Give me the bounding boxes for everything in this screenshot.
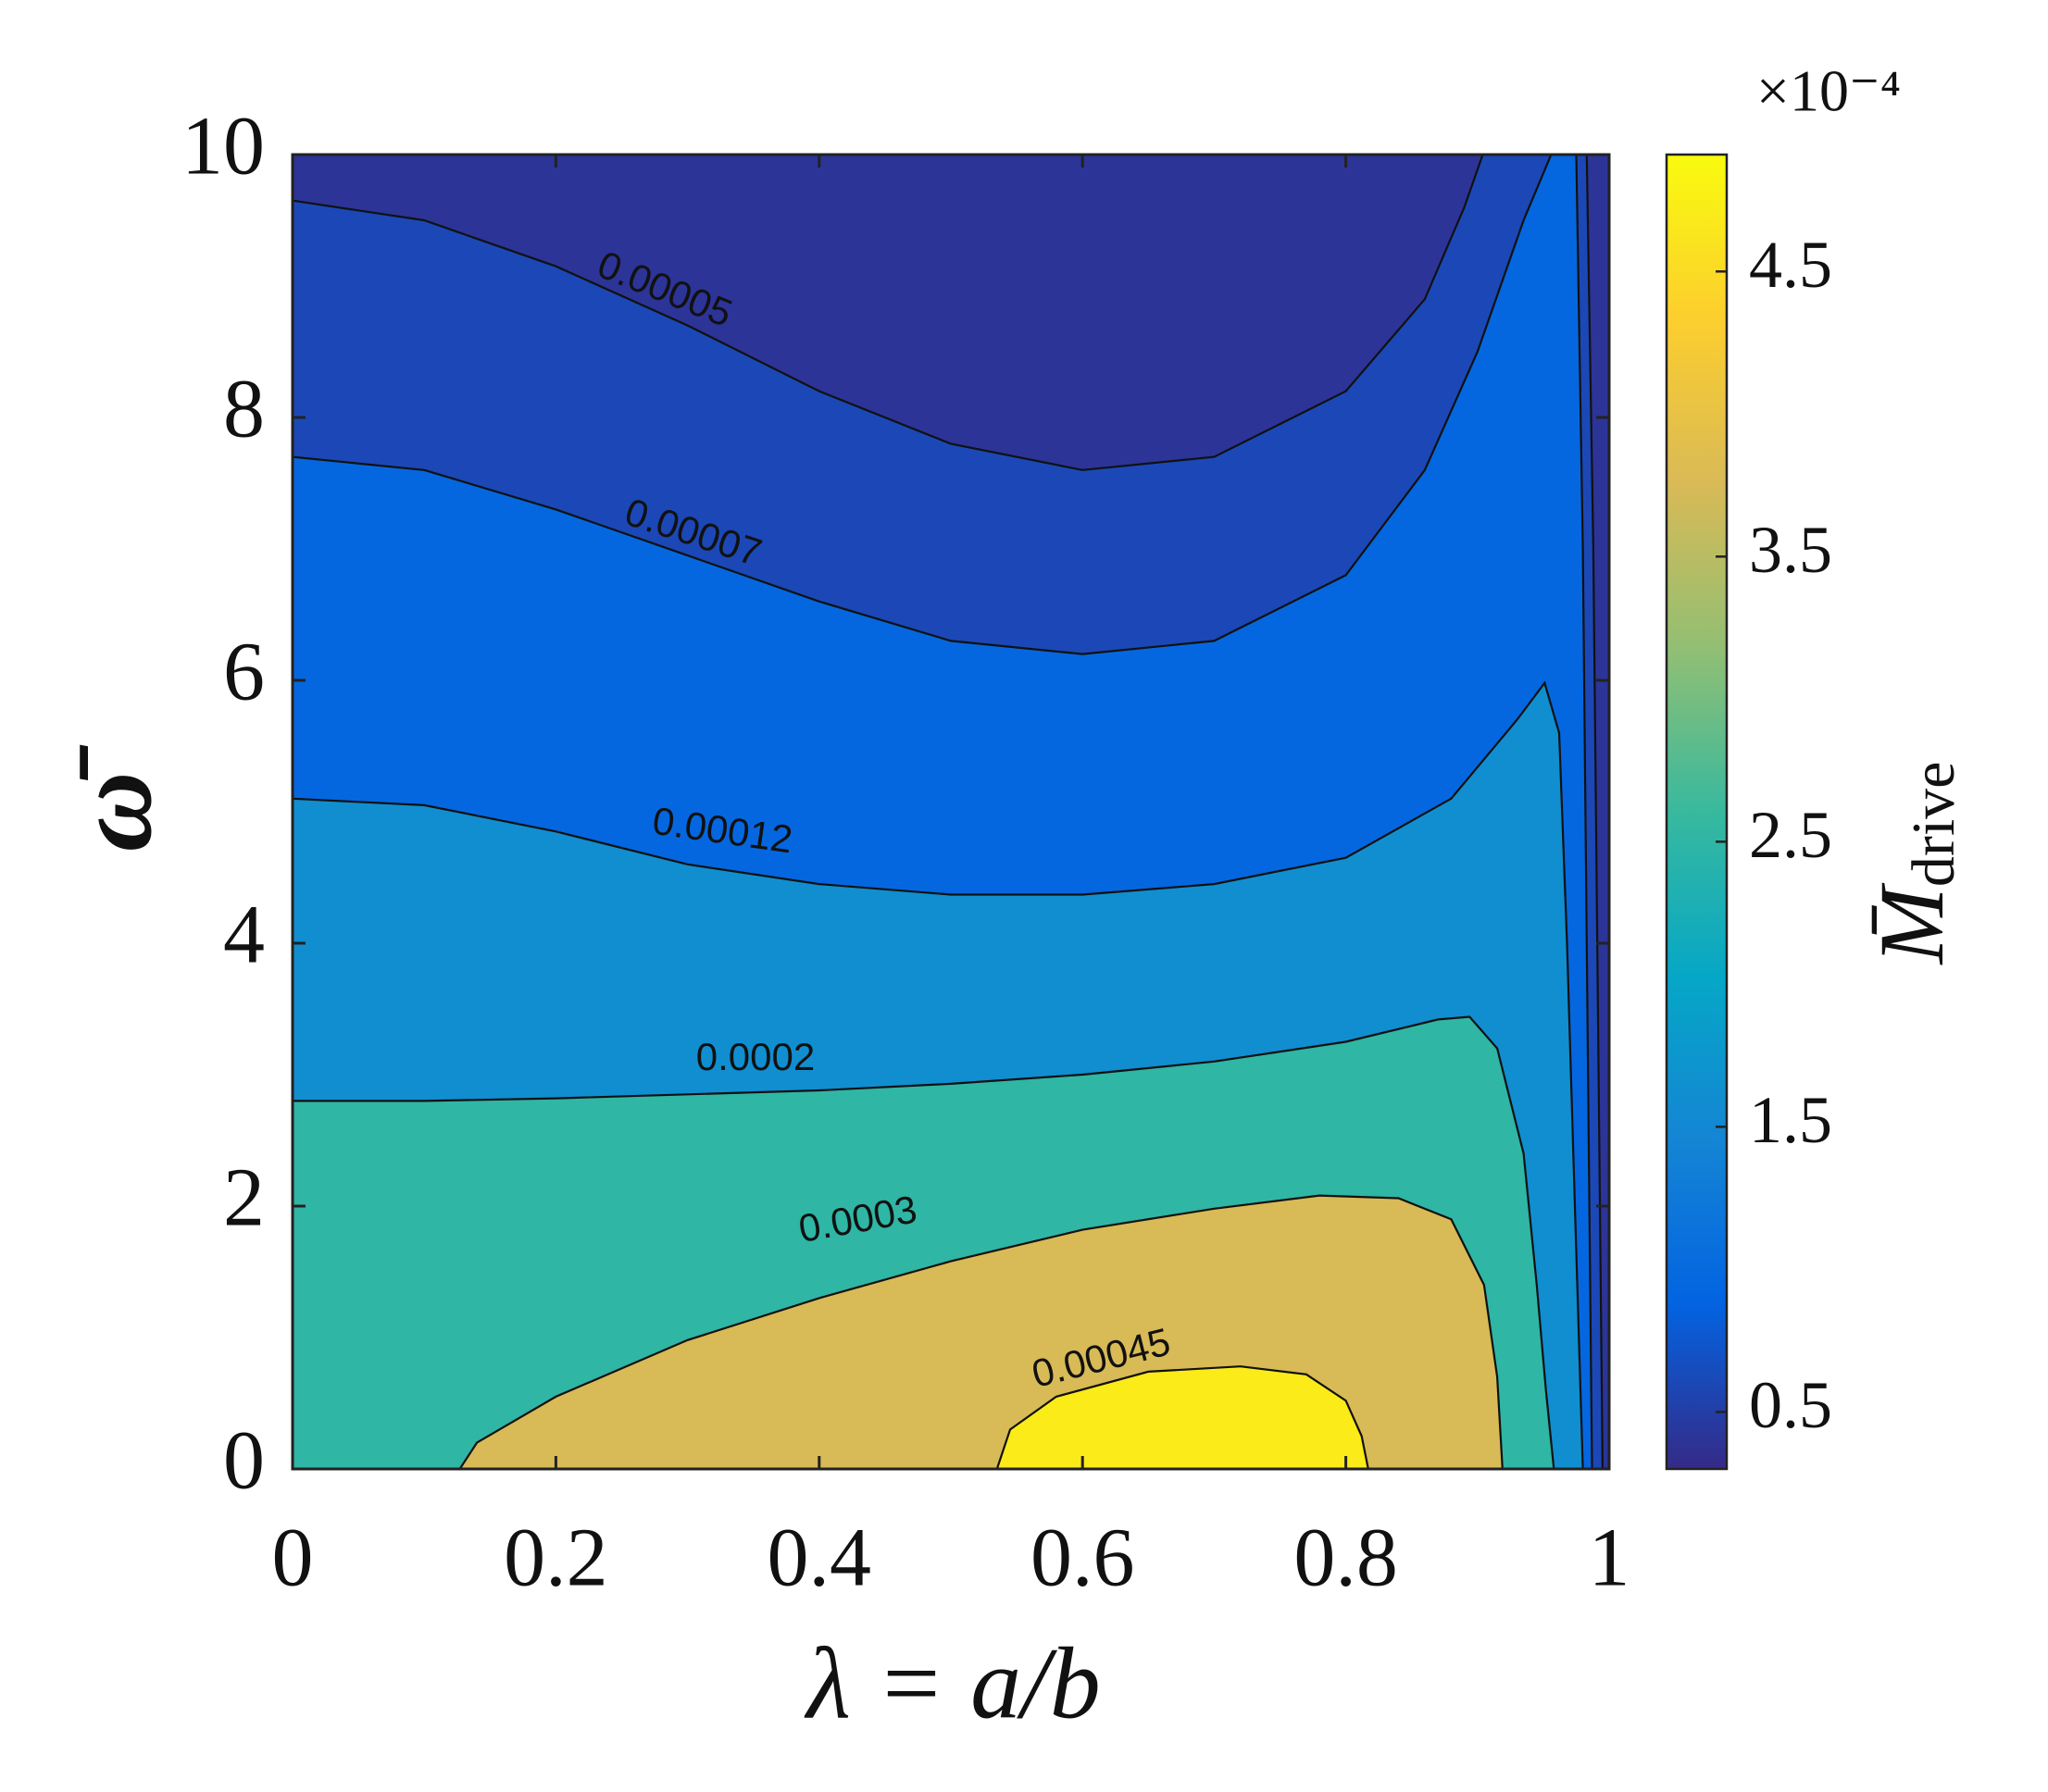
colorbar-subscript: drive	[1900, 762, 1967, 888]
x-tick-label: 1	[1589, 1512, 1630, 1604]
x-axis-label: λ = a/b	[804, 1626, 1100, 1739]
y-tick-label: 0	[223, 1415, 265, 1507]
contour-line	[293, 155, 1593, 1469]
colorbar	[1665, 153, 1729, 1471]
y-axis-label: ω̄	[52, 745, 175, 852]
y-tick-label: 6	[223, 627, 265, 718]
contour-line	[293, 155, 1604, 1469]
colorbar-tick-label: 3.5	[1749, 513, 1832, 587]
x-tick-label: 0.2	[504, 1512, 608, 1604]
colorbar-tick-label: 0.5	[1749, 1368, 1832, 1442]
colorbar-tick-label: 1.5	[1749, 1083, 1832, 1157]
y-tick-label: 4	[223, 890, 265, 981]
y-tick-label: 10	[181, 101, 265, 193]
x-tick-label: 0.6	[1030, 1512, 1135, 1604]
colorbar-tick-label: 2.5	[1749, 798, 1832, 872]
y-tick-label: 2	[223, 1152, 265, 1244]
plot-area	[293, 155, 1609, 1469]
contour-line	[995, 1365, 1369, 1469]
colorbar-symbol: M̄	[1860, 882, 1963, 965]
plot-frame	[291, 153, 1611, 1471]
contour-line	[458, 1194, 1504, 1469]
x-tick-label: 0	[272, 1512, 314, 1604]
x-tick-label: 0.8	[1293, 1512, 1398, 1604]
contour-fill	[996, 1366, 1368, 1469]
colorbar-tick-label: 4.5	[1749, 228, 1832, 302]
contour-label: 0.0002	[696, 1035, 815, 1078]
colorbar-label: M̄drive	[1860, 762, 1967, 966]
x-tick-label: 0.4	[768, 1512, 872, 1604]
y-tick-label: 8	[223, 364, 265, 455]
colorbar-multiplier: ×10⁻⁴	[1756, 58, 1901, 124]
contour-line	[293, 680, 1584, 1469]
contour-line	[293, 1015, 1555, 1469]
